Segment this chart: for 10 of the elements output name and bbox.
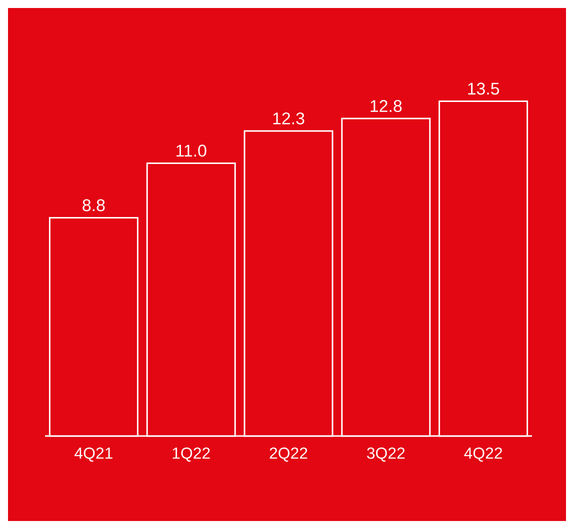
data-label: 12.8 [370, 100, 402, 112]
data-label: 11.0 [176, 144, 206, 157]
x-tick-label: 3Q22 [367, 448, 405, 462]
data-label: 8.8 [82, 199, 105, 212]
data-label: 12.3 [273, 112, 304, 124]
x-tick-label: 1Q22 [172, 448, 210, 462]
x-tick-label: 4Q22 [464, 448, 502, 462]
x-tick-label: 4Q21 [74, 448, 112, 462]
x-tick-label: 2Q22 [270, 448, 308, 462]
data-label: 13.5 [468, 82, 500, 95]
